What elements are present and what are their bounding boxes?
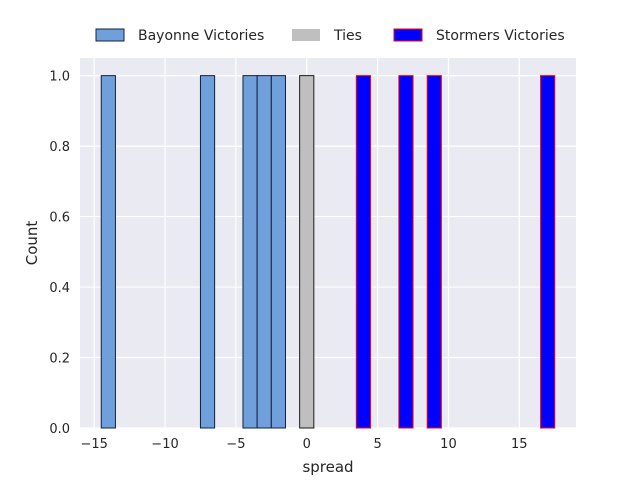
legend: Bayonne Victories Ties Stormers Victories	[95, 28, 565, 44]
x-tick-label: 0	[303, 437, 311, 452]
legend-label: Stormers Victories	[436, 28, 565, 44]
y-tick-label: 0.8	[49, 140, 70, 155]
x-tick-label: 15	[511, 437, 528, 452]
y-tick-label: 1.0	[49, 70, 70, 85]
bar-stormers-victories	[426, 75, 442, 429]
x-axis-label: spread	[302, 458, 353, 476]
bar-stormers-victories	[540, 75, 556, 429]
plot-area	[80, 58, 576, 428]
y-tick-label: 0.2	[49, 352, 70, 367]
x-tick-label: −10	[151, 437, 178, 452]
bar-stormers-victories	[355, 75, 372, 429]
y-axis-label: Count	[23, 221, 41, 266]
y-tick-label: 0.4	[49, 281, 70, 296]
bar-bayonne-victories	[242, 75, 258, 429]
legend-swatch	[95, 28, 125, 42]
y-tick-label: 0.0	[49, 422, 70, 437]
x-tick-label: 10	[440, 437, 457, 452]
legend-label: Ties	[333, 28, 362, 44]
bar-bayonne-victories	[256, 75, 272, 429]
x-tick-label: −15	[80, 437, 107, 452]
bar-bayonne-victories	[100, 75, 116, 429]
legend-swatch	[393, 28, 423, 42]
bar-stormers-victories	[398, 75, 414, 429]
bar-bayonne-victories	[270, 75, 286, 429]
bar-ties	[299, 75, 315, 429]
x-axis-ticks: −15 −10 −5 0 5 10 15	[80, 437, 527, 452]
legend-label: Bayonne Victories	[138, 28, 264, 44]
legend-swatch	[292, 29, 320, 41]
bars-group	[100, 75, 556, 429]
x-tick-label: 5	[373, 437, 381, 452]
grid-lines	[80, 58, 576, 429]
x-tick-label: −5	[226, 437, 245, 452]
y-axis-ticks: 0.0 0.2 0.4 0.6 0.8 1.0	[49, 70, 70, 437]
bar-bayonne-victories	[199, 75, 216, 429]
y-tick-label: 0.6	[49, 211, 70, 226]
